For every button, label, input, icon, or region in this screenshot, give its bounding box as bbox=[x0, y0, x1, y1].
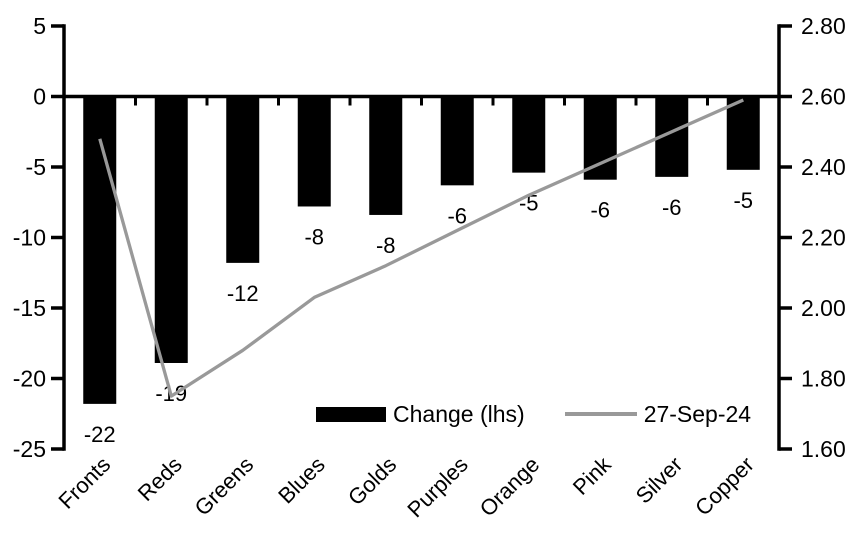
chart-legend: Change (lhs) 27-Sep-24 bbox=[316, 400, 751, 428]
bar-orange bbox=[512, 96, 546, 173]
left-axis-tick-label: -5 bbox=[26, 154, 46, 180]
bar-fronts bbox=[83, 96, 117, 404]
left-axis-tick-label: -20 bbox=[13, 366, 46, 392]
bar-purples bbox=[440, 96, 474, 186]
legend-bar-label: Change (lhs) bbox=[393, 401, 525, 427]
category-label-reds: Reds bbox=[133, 452, 187, 506]
category-label-blues: Blues bbox=[273, 452, 330, 509]
left-axis-tick-label: -25 bbox=[13, 436, 46, 462]
category-label-purples: Purples bbox=[402, 452, 472, 522]
right-axis-tick-label: 2.80 bbox=[801, 13, 846, 39]
bar-data-label: -6 bbox=[662, 195, 682, 220]
right-axis-tick-label: 2.60 bbox=[801, 84, 846, 110]
legend-bar-swatch bbox=[316, 406, 386, 422]
left-axis-tick-label: -15 bbox=[13, 295, 46, 321]
bar-data-label: -6 bbox=[447, 203, 467, 228]
right-axis-tick-label: 2.40 bbox=[801, 154, 846, 180]
category-label-pink: Pink bbox=[568, 451, 617, 500]
bar-data-label: -22 bbox=[84, 422, 116, 447]
left-axis-tick-label: 5 bbox=[33, 13, 46, 39]
left-axis-tick-label: -10 bbox=[13, 225, 46, 251]
right-axis-tick-label: 1.80 bbox=[801, 366, 846, 392]
legend-line-swatch bbox=[564, 412, 637, 416]
right-axis-tick-label: 2.20 bbox=[801, 225, 846, 251]
bar-copper bbox=[726, 96, 760, 170]
right-axis-tick-label: 1.60 bbox=[801, 436, 846, 462]
category-label-silver: Silver bbox=[631, 452, 688, 509]
bar-data-label: -6 bbox=[590, 198, 610, 223]
bar-reds bbox=[154, 96, 188, 363]
category-label-orange: Orange bbox=[475, 452, 545, 522]
left-axis-tick-label: 0 bbox=[33, 84, 46, 110]
right-axis-tick-label: 2.00 bbox=[801, 295, 846, 321]
bar-data-label: -8 bbox=[376, 233, 396, 258]
category-label-copper: Copper bbox=[690, 452, 759, 521]
bar-pink bbox=[583, 96, 617, 180]
bar-greens bbox=[226, 96, 260, 263]
bar-blues bbox=[297, 96, 331, 207]
bar-data-label: -8 bbox=[304, 224, 324, 249]
legend-line-label: 27-Sep-24 bbox=[643, 401, 752, 427]
category-label-golds: Golds bbox=[343, 452, 401, 510]
category-label-greens: Greens bbox=[190, 452, 259, 521]
category-label-fronts: Fronts bbox=[54, 452, 116, 514]
bar-data-label: -12 bbox=[227, 281, 259, 306]
bar-data-label: -5 bbox=[733, 188, 753, 213]
bar-golds bbox=[369, 96, 403, 215]
line-series bbox=[98, 98, 744, 398]
